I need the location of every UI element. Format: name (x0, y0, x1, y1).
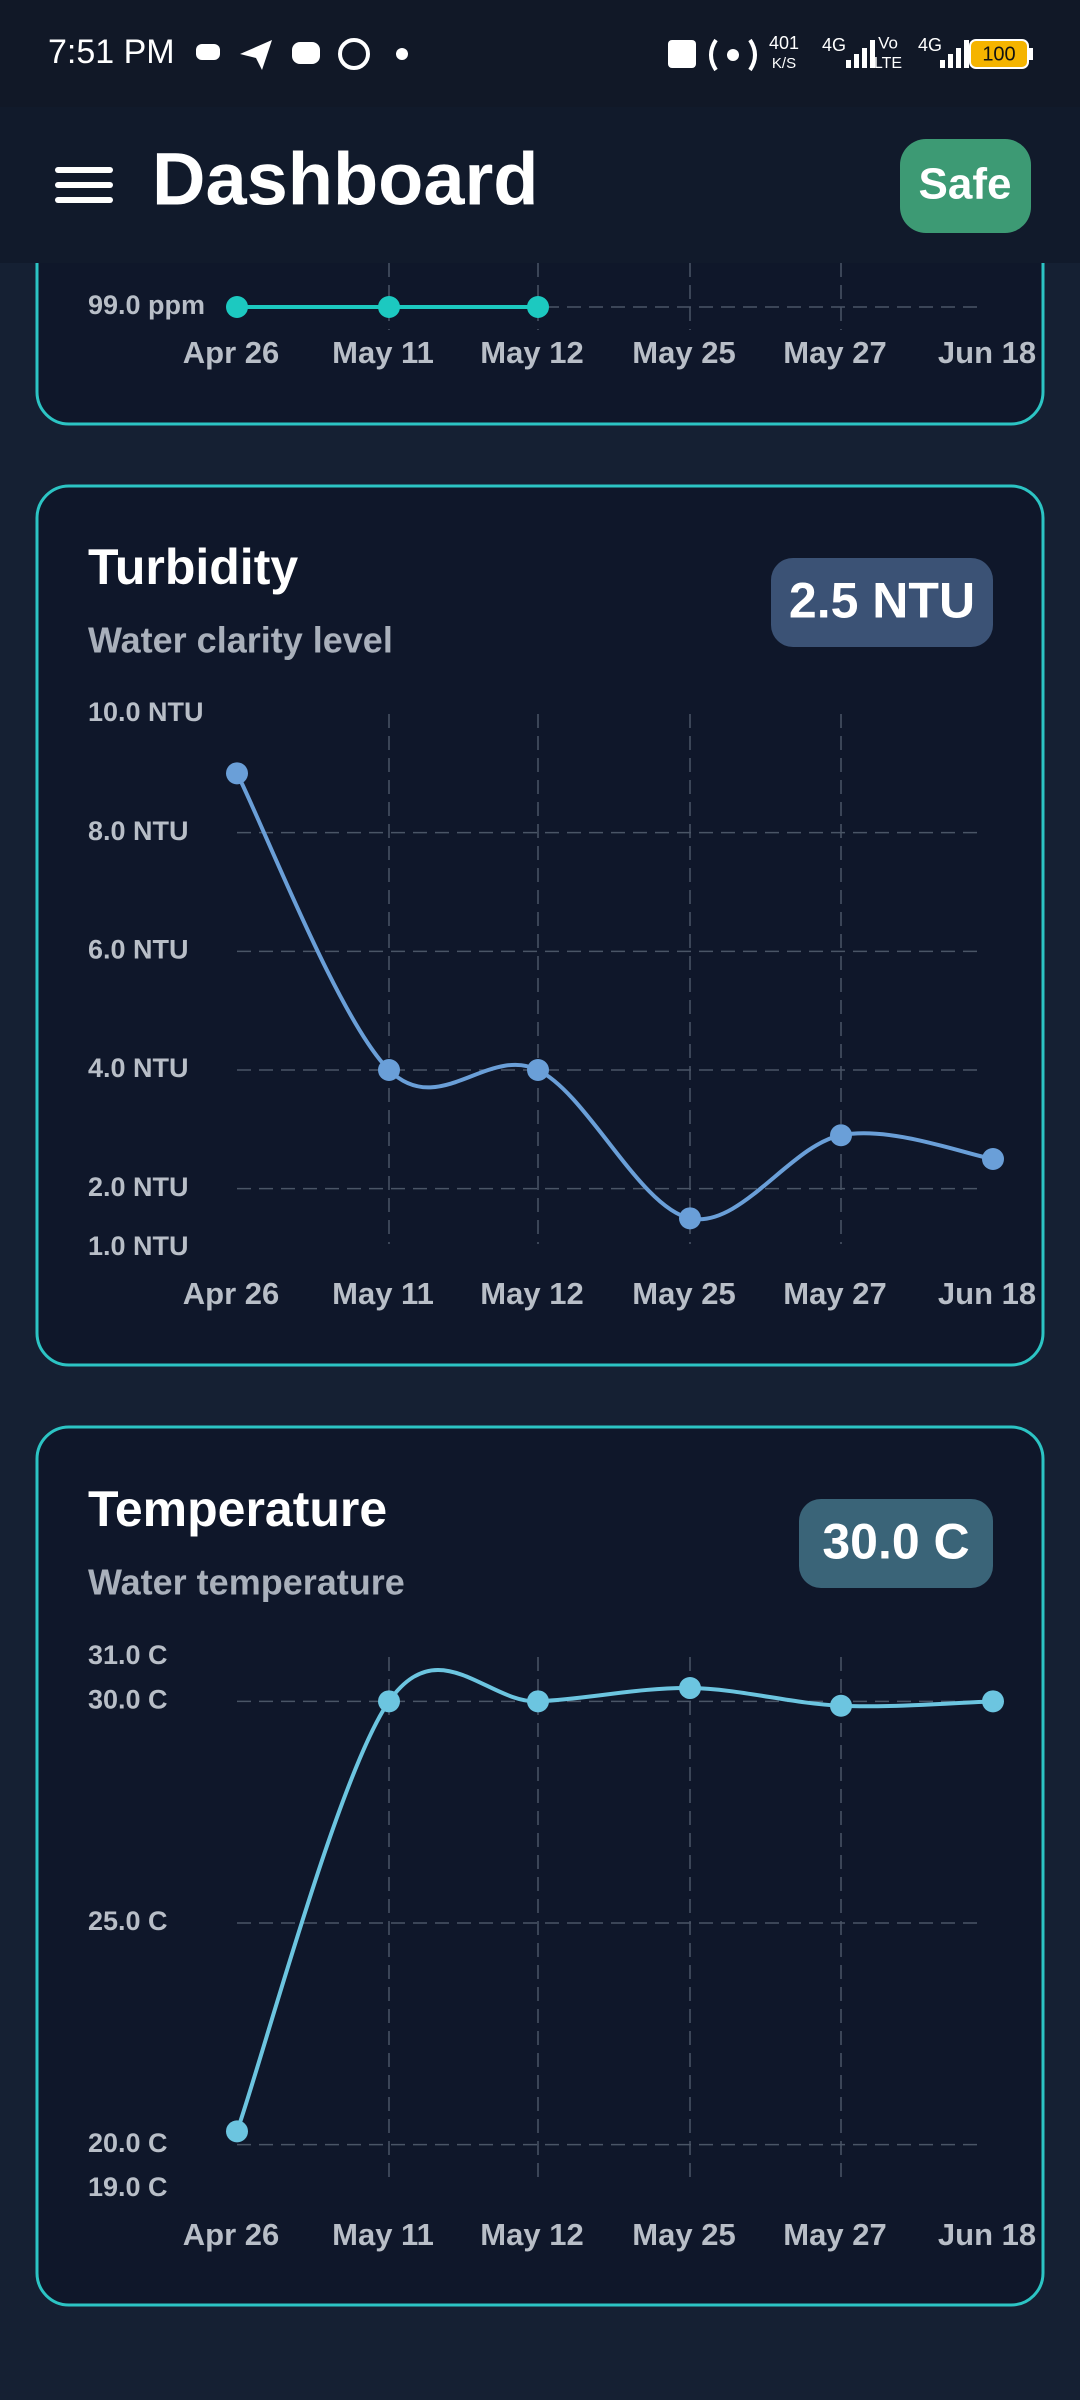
x-tick-label: Apr 26 (183, 2217, 279, 2252)
status-chip[interactable] (900, 139, 1031, 233)
card (35, 484, 1045, 1367)
y-tick-label: 4.0 NTU (88, 1053, 189, 1083)
x-tick-label: May 27 (783, 1276, 886, 1311)
data-point (679, 1677, 701, 1700)
status-chip-label: Safe (919, 160, 1012, 209)
data-point (378, 296, 400, 318)
data-point (830, 1694, 852, 1717)
battery (969, 39, 1029, 69)
x-tick-label: May 12 (480, 2217, 583, 2252)
data-point (982, 1690, 1004, 1713)
card-subtitle: Water clarity level (88, 620, 393, 661)
y-tick-label: 20.0 C (88, 2128, 168, 2158)
card-subtitle: Water temperature (88, 1562, 405, 1603)
data-point (679, 1207, 701, 1230)
clock: 7:51 PM (48, 33, 175, 71)
data-point (226, 296, 248, 318)
y-tick-label: 1.0 NTU (88, 1231, 189, 1261)
x-tick-label: May 11 (332, 1276, 434, 1311)
cards: 99.0 ppm Apr 26 May 11 May 12 May 25 May 27 Ju… (35, 0, 1045, 2307)
network-type: 4G (822, 35, 846, 55)
volte: Vo (878, 33, 898, 52)
value-badge (799, 1499, 993, 1588)
status-bar (0, 0, 1080, 107)
volte-lte: LTE (874, 55, 902, 72)
x-tick-label: May 12 (480, 1276, 583, 1311)
y-tick-label: 25.0 C (88, 1906, 168, 1936)
data-point (830, 1124, 852, 1147)
y-tick-label: 2.0 NTU (88, 1172, 189, 1202)
card-title: Turbidity (88, 539, 298, 595)
y-tick-label: 10.0 NTU (88, 697, 204, 727)
y-tick-label: 19.0 C (88, 2172, 168, 2202)
x-tick-label: Apr 26 (183, 1276, 279, 1311)
data-point (527, 296, 549, 318)
battery-tip (1029, 48, 1033, 60)
card (35, 1425, 1045, 2307)
x-tick-label: May 12 (480, 335, 583, 370)
battery-level: 100 (982, 43, 1015, 65)
value-badge-label: 30.0 C (822, 1514, 969, 1570)
x-tick-label: Jun 18 (938, 1276, 1036, 1311)
net-speed: 401 (769, 33, 799, 53)
menu-button[interactable] (55, 167, 113, 203)
y-tick-label: 6.0 NTU (88, 934, 189, 964)
value-badge-label: 2.5 NTU (789, 573, 975, 629)
data-point (226, 2120, 248, 2143)
data-point (378, 1059, 400, 1081)
data-point (378, 1690, 400, 1713)
x-tick-label: Jun 18 (938, 335, 1036, 370)
x-tick-label: May 11 (332, 2217, 434, 2252)
x-tick-label: Apr 26 (183, 335, 279, 370)
x-tick-label: May 25 (632, 1276, 735, 1311)
x-tick-label: May 11 (332, 335, 434, 370)
value-badge (771, 558, 993, 647)
x-tick-label: May 27 (783, 2217, 886, 2252)
data-point (226, 762, 248, 785)
x-tick-label: May 25 (632, 335, 735, 370)
data-point (527, 1059, 549, 1081)
network-type-2: 4G (918, 35, 942, 55)
data-point (527, 1690, 549, 1713)
x-tick-label: Jun 18 (938, 2217, 1036, 2252)
net-speed-unit: K/S (772, 55, 796, 72)
y-tick-label: 99.0 ppm (88, 290, 205, 320)
y-tick-label: 30.0 C (88, 1684, 168, 1714)
card-title: Temperature (88, 1481, 387, 1537)
system-icons: 401 K/S 4G Vo LTE 4G (668, 33, 969, 72)
y-tick-label: 31.0 C (88, 1640, 168, 1670)
data-point (982, 1148, 1004, 1170)
y-tick-label: 8.0 NTU (88, 816, 189, 846)
header-title: Dashboard (152, 138, 539, 221)
notification-icons (196, 38, 408, 70)
x-tick-label: May 27 (783, 335, 886, 370)
x-tick-label: May 25 (632, 2217, 735, 2252)
